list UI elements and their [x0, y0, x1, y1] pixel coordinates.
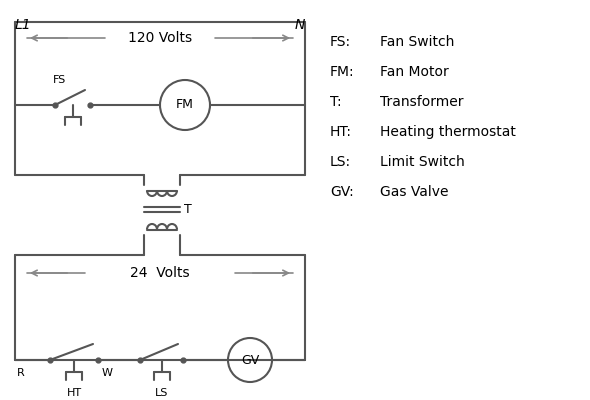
Text: R: R [17, 368, 25, 378]
Text: L1: L1 [15, 18, 32, 32]
Text: Heating thermostat: Heating thermostat [380, 125, 516, 139]
Text: Gas Valve: Gas Valve [380, 185, 448, 199]
Text: HT:: HT: [330, 125, 352, 139]
Text: LS: LS [155, 388, 168, 398]
Text: Fan Motor: Fan Motor [380, 65, 449, 79]
Text: T:: T: [330, 95, 342, 109]
Text: Fan Switch: Fan Switch [380, 35, 454, 49]
Text: Transformer: Transformer [380, 95, 464, 109]
Text: FS:: FS: [330, 35, 351, 49]
Text: FS: FS [53, 75, 67, 85]
Text: 120 Volts: 120 Volts [128, 31, 192, 45]
Text: FM:: FM: [330, 65, 355, 79]
Text: FM: FM [176, 98, 194, 112]
Text: W: W [102, 368, 113, 378]
Text: 24  Volts: 24 Volts [130, 266, 190, 280]
Text: GV:: GV: [330, 185, 354, 199]
Text: GV: GV [241, 354, 259, 366]
Text: Limit Switch: Limit Switch [380, 155, 465, 169]
Text: LS:: LS: [330, 155, 351, 169]
Text: HT: HT [67, 388, 81, 398]
Text: N: N [294, 18, 305, 32]
Text: T: T [184, 203, 192, 216]
